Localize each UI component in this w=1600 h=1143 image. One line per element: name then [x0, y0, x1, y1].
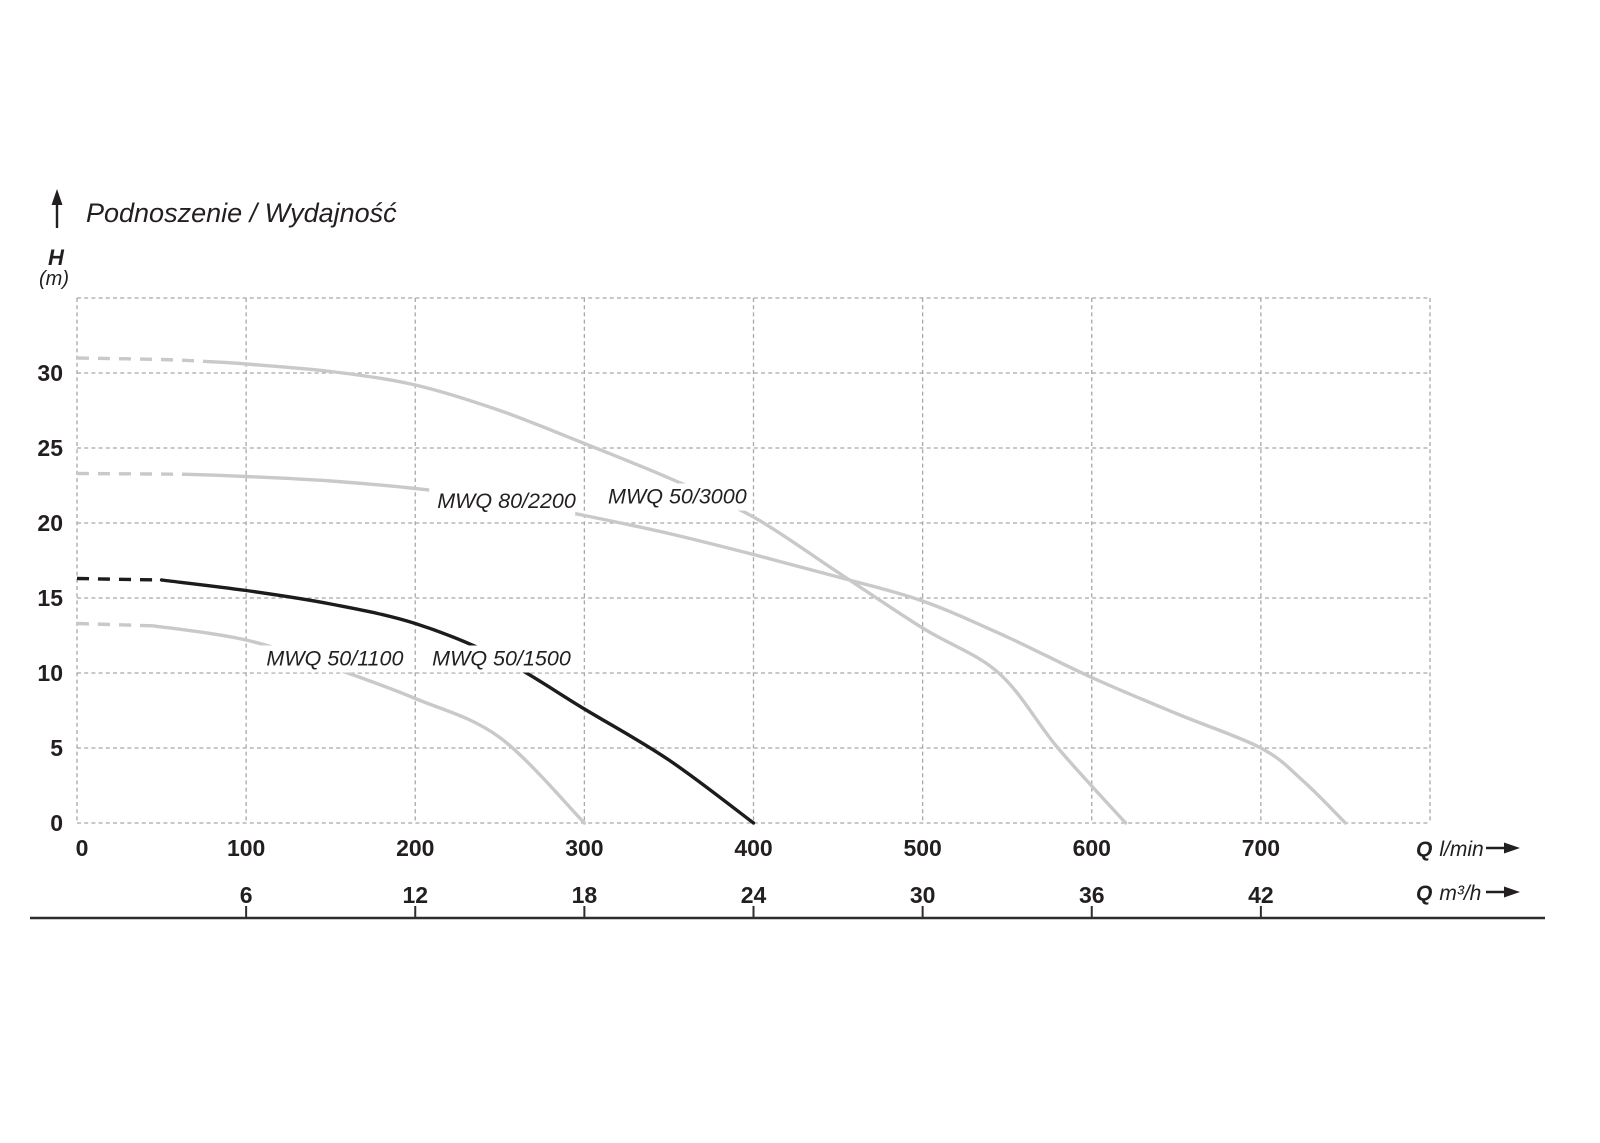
- x-tick-label-m3h: 24: [741, 882, 767, 908]
- x-tick-label-lmin: 700: [1242, 835, 1280, 861]
- curve-label-mwq-50-1500: MWQ 50/1500: [432, 647, 571, 671]
- grid-layer: [76, 297, 1431, 824]
- curve-label-box-mwq-50-3000: [600, 483, 747, 511]
- y-tick-label: 10: [37, 660, 63, 686]
- curve-label-box-mwq-50-1500: [424, 645, 571, 673]
- x-tick-label-lmin: 100: [227, 835, 265, 861]
- curve-label-mwq-50-3000: MWQ 50/3000: [608, 485, 747, 509]
- curve-label-mwq-50-1100: MWQ 50/1100: [266, 647, 403, 671]
- y-tick-label: 5: [50, 735, 63, 761]
- chart-header: Podnoszenie / Wydajność H (m): [39, 189, 397, 290]
- y-axis-arrowhead-icon: [51, 189, 63, 205]
- curve-mwq-80-2200-dashed-start: [76, 471, 187, 476]
- curve-labels-layer: MWQ 50/3000 MWQ 80/2200 MWQ 50/1100 MWQ 50/…: [258, 483, 747, 673]
- x-tick-label-m3h: 30: [910, 882, 936, 908]
- curve-mwq-50-1100: [151, 624, 587, 825]
- x-tick-label-lmin: 400: [734, 835, 772, 861]
- y-axis-symbol: H: [48, 245, 65, 270]
- x-tick-label-m3h: 12: [402, 882, 428, 908]
- x-tick-label-lmin: 600: [1073, 835, 1111, 861]
- x-tick-label-lmin: 0: [76, 835, 89, 861]
- right-arrowhead-m3h-icon: [1504, 886, 1520, 898]
- x-tick-label-lmin: 300: [565, 835, 603, 861]
- curves-layer: [76, 356, 1348, 825]
- curve-label-box-mwq-80-2200: [429, 488, 576, 515]
- chart-title: Podnoszenie / Wydajność: [86, 198, 397, 228]
- x-tick-label-m3h: 18: [572, 882, 598, 908]
- curve-mwq-80-2200: [185, 472, 1348, 825]
- x-tick-label-m3h: 6: [240, 882, 253, 908]
- curve-label-box-mwq-50-1100: [258, 645, 405, 673]
- y-tick-label: 0: [50, 810, 63, 836]
- y-tick-label: 30: [37, 360, 63, 386]
- curve-mwq-50-1500-dashed-start: [76, 576, 162, 582]
- x-tick-label-lmin: 500: [903, 835, 941, 861]
- y-tick-label: 15: [37, 585, 63, 611]
- y-tick-label: 20: [37, 510, 63, 536]
- x-tick-label-lmin: 200: [396, 835, 434, 861]
- curve-mwq-50-1500: [159, 578, 756, 825]
- curve-mwq-50-3000: [210, 360, 1128, 825]
- y-axis-unit: (m): [39, 268, 69, 290]
- curve-mwq-50-3000-dashed-start: [76, 356, 213, 364]
- x-tick-label-m3h: 36: [1079, 882, 1105, 908]
- right-arrowhead-lmin-icon: [1504, 842, 1520, 854]
- curve-mwq-50-1100-dashed-start: [76, 621, 154, 628]
- curve-label-mwq-80-2200: MWQ 80/2200: [437, 489, 576, 513]
- x-tick-label-m3h: 42: [1248, 882, 1274, 908]
- y-tick-label: 25: [37, 435, 63, 461]
